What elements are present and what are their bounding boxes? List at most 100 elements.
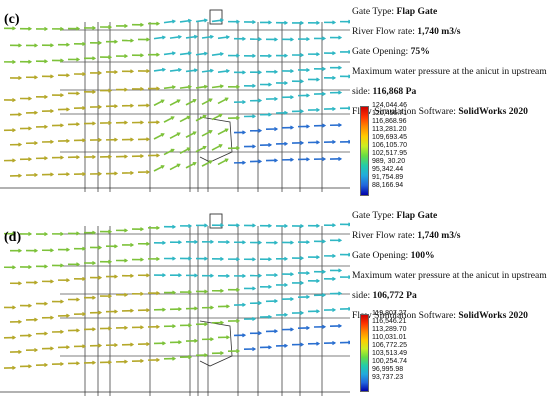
gate-type-value: Flap Gate (396, 6, 438, 17)
arrow-head (338, 35, 343, 40)
legend-tick-label: 102,517.95 (372, 150, 408, 157)
arrow-head (252, 257, 257, 262)
velocity-arrow (217, 158, 229, 166)
velocity-arrow (153, 165, 165, 172)
arrow-head (28, 26, 33, 31)
legend-colorbar (360, 106, 369, 196)
arrow-head (82, 344, 87, 349)
arrow-head (188, 223, 193, 229)
arrow-head (114, 104, 119, 109)
arrow-head (12, 335, 17, 340)
arrow-head (50, 172, 55, 177)
arrow-head (188, 256, 193, 261)
arrow-head (98, 137, 103, 142)
arrow-head (332, 20, 337, 25)
arrow-head (171, 19, 177, 24)
arrow-head (290, 327, 295, 332)
gate-tower (209, 9, 223, 25)
arrow-head (322, 324, 327, 329)
arrow-head (76, 262, 81, 267)
arrow-head (130, 38, 135, 43)
arrow-head (60, 123, 65, 128)
velocity-arrow (153, 68, 166, 72)
arrow-head (156, 86, 161, 91)
velocity-arrow (163, 20, 176, 24)
arrow-head (98, 104, 103, 109)
velocity-arrow (211, 19, 224, 23)
arrow-head (82, 72, 87, 77)
arrow-head (236, 223, 241, 228)
arrow-head (156, 120, 161, 125)
arrow-head (208, 98, 213, 103)
velocity-arrow (169, 68, 182, 72)
arrow-head (348, 252, 350, 257)
arrow-head (338, 291, 343, 296)
arrow-head (242, 240, 247, 245)
arrow-head (34, 75, 39, 80)
arrow-head (82, 246, 87, 251)
legend-tick-label: 88,166.94 (372, 182, 404, 189)
arrow-head (18, 281, 23, 286)
arrow-head (316, 20, 321, 25)
arrow-head (252, 144, 257, 149)
arrow-head (76, 57, 81, 62)
arrow-head (284, 256, 289, 261)
legend-tick-label: 124,044.46 (372, 102, 408, 109)
arrow-head (60, 263, 65, 268)
arrow-head (124, 228, 129, 233)
arrow-head (224, 128, 229, 133)
legend-tick-label: 116,546.21 (372, 318, 407, 325)
arrow-head (208, 160, 213, 164)
velocity-arrow (153, 133, 165, 140)
arrow-head (300, 53, 305, 58)
arrow-head (170, 148, 175, 153)
arrow-head (188, 323, 193, 328)
arrow-head (306, 294, 311, 300)
arrow-head (300, 256, 305, 261)
arrow-head (226, 304, 231, 309)
arrow-head (290, 95, 295, 100)
arrow-head (338, 156, 343, 161)
arrow-head (34, 347, 39, 353)
arrow-head (306, 93, 311, 98)
arrow-head (220, 320, 225, 325)
arrow-head (204, 256, 209, 261)
velocity-arrow (185, 69, 198, 73)
arrow-head (300, 342, 305, 347)
arrow-head (322, 36, 327, 41)
arrow-head (18, 142, 23, 147)
arrow-head (187, 51, 193, 56)
arrow-head (203, 84, 209, 89)
arrow-head (34, 280, 39, 285)
arrow-head (220, 351, 225, 356)
legend-tick-label: 100,254.74 (372, 358, 408, 365)
arrow-head (332, 253, 337, 259)
arrow-head (124, 23, 129, 29)
arrow-head (316, 255, 321, 260)
legend-tick-label: 113,289.70 (372, 326, 407, 333)
arrow-head (306, 157, 311, 162)
flow-simulation-image-c: (c) (0, 2, 350, 198)
legend-tick-label: 989, 30.20 (372, 158, 406, 165)
arrow-head (188, 354, 193, 360)
arrow-head (236, 146, 241, 151)
arrow-head (322, 123, 327, 128)
arrow-head (187, 84, 193, 90)
arrow-head (290, 157, 295, 162)
arrow-head (50, 108, 55, 114)
arrow-head (338, 323, 343, 329)
velocity-arrow (211, 144, 223, 151)
arrow-head (193, 68, 199, 73)
arrow-head (162, 341, 167, 346)
arrow-head (108, 294, 113, 299)
arrow-head (187, 18, 193, 23)
arrow-head (44, 94, 49, 99)
arrow-head (274, 273, 279, 278)
arrow-head (92, 56, 97, 61)
velocity-arrow (153, 36, 166, 40)
arrow-head (156, 324, 161, 329)
simulation-panel-c: (c) Gate Type: Flap Gate River Flow rate… (0, 2, 550, 198)
arrow-head (18, 43, 23, 48)
arrow-head (66, 172, 71, 177)
arrow-head (186, 147, 191, 152)
